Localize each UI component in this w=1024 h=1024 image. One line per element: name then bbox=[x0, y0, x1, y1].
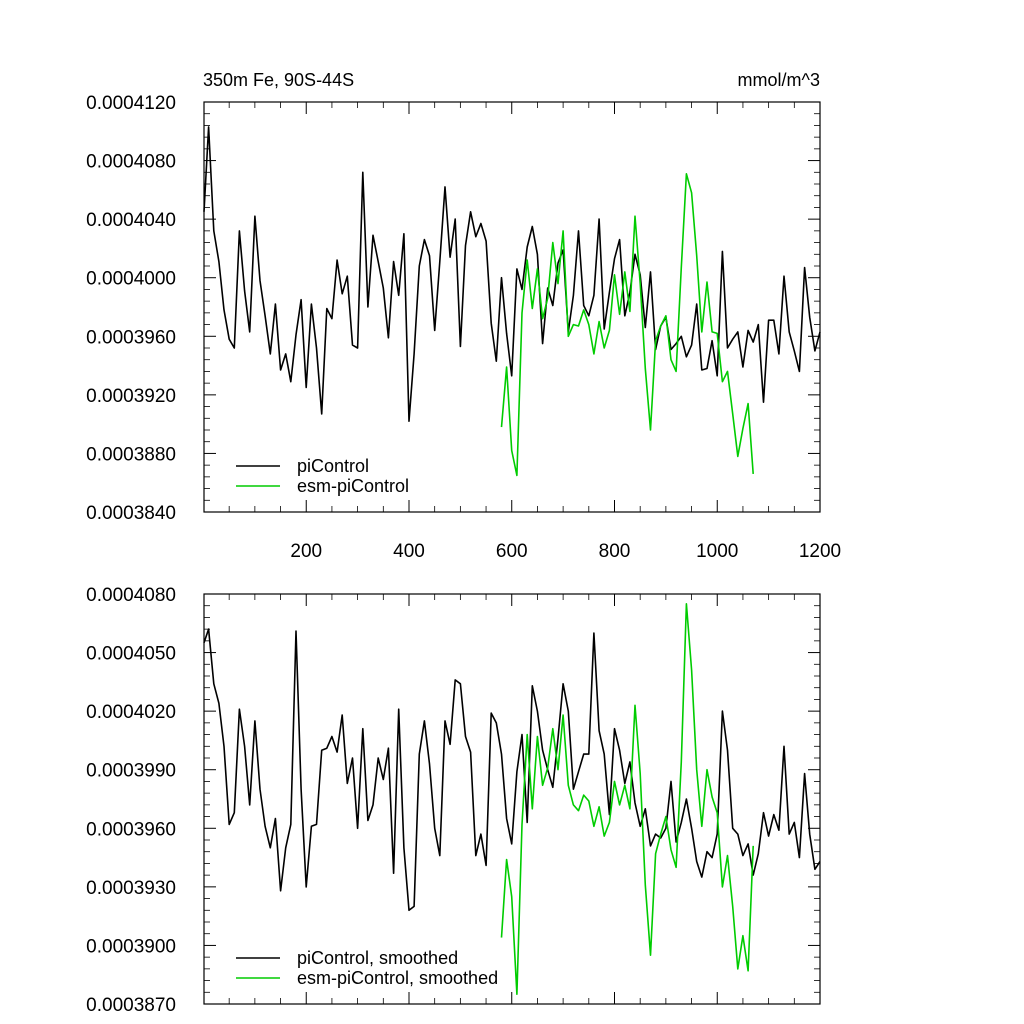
x-tick-label: 1000 bbox=[696, 541, 738, 562]
y-tick-label: 0.0004120 bbox=[86, 93, 176, 114]
y-tick-label: 0.0003960 bbox=[86, 327, 176, 348]
y-tick-label: 0.0003870 bbox=[86, 995, 176, 1016]
legend-label: esm-piControl, smoothed bbox=[297, 968, 498, 988]
x-tick-label: 400 bbox=[393, 541, 425, 562]
y-tick-label: 0.0003990 bbox=[86, 761, 176, 782]
y-tick-label: 0.0003960 bbox=[86, 819, 176, 840]
y-tick-label: 0.0004000 bbox=[86, 269, 176, 290]
y-tick-label: 0.0003880 bbox=[86, 444, 176, 465]
series-line-esm-picontrol bbox=[502, 604, 754, 994]
series-line-picontrol bbox=[204, 629, 820, 910]
y-tick-label: 0.0004050 bbox=[86, 644, 176, 665]
top-panel: 350m Fe, 90S-44S mmol/m^3 0.0004120 0.000… bbox=[86, 70, 841, 562]
y-tick-label: 0.0004020 bbox=[86, 702, 176, 723]
y-tick-label: 0.0003930 bbox=[86, 878, 176, 899]
legend-label: piControl, smoothed bbox=[297, 948, 458, 968]
bottom-panel: 0.0004080 0.0004050 0.0004020 0.0003990 0.00… bbox=[86, 585, 820, 1016]
x-tick-label: 1200 bbox=[799, 541, 841, 562]
x-tick-label: 800 bbox=[599, 541, 631, 562]
y-tick-label: 0.0004040 bbox=[86, 210, 176, 231]
top-panel-units: mmol/m^3 bbox=[738, 70, 820, 90]
y-tick-label: 0.0003840 bbox=[86, 503, 176, 524]
x-tick-label: 600 bbox=[496, 541, 528, 562]
x-tick-label: 200 bbox=[290, 541, 322, 562]
y-tick-label: 0.0003920 bbox=[86, 386, 176, 407]
legend-label: esm-piControl bbox=[297, 476, 409, 496]
y-tick-label: 0.0004080 bbox=[86, 585, 176, 606]
y-tick-label: 0.0004080 bbox=[86, 152, 176, 173]
top-panel-title: 350m Fe, 90S-44S bbox=[203, 70, 354, 90]
legend-label: piControl bbox=[297, 456, 369, 476]
y-tick-label: 0.0003900 bbox=[86, 936, 176, 957]
series-line-esm-picontrol bbox=[502, 174, 754, 476]
